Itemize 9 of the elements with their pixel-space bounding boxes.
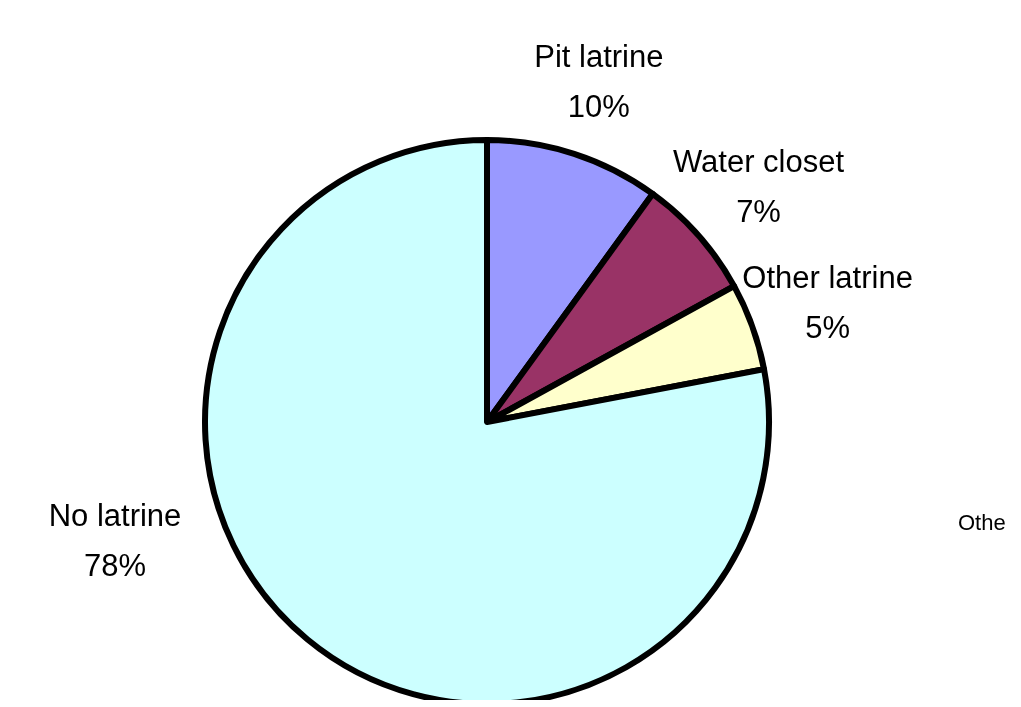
- slice-label: Pit latrine: [534, 38, 664, 74]
- data-label: 5%: [805, 310, 851, 346]
- text: Othe: [958, 510, 1006, 535]
- slice-label: Water closet: [672, 143, 845, 179]
- slice-label: Other latrine: [742, 260, 913, 296]
- data-label: 7%: [736, 193, 781, 229]
- slice-label: No latrine: [48, 498, 182, 533]
- data-label: 78%: [83, 548, 147, 583]
- data-label: 10%: [567, 88, 630, 124]
